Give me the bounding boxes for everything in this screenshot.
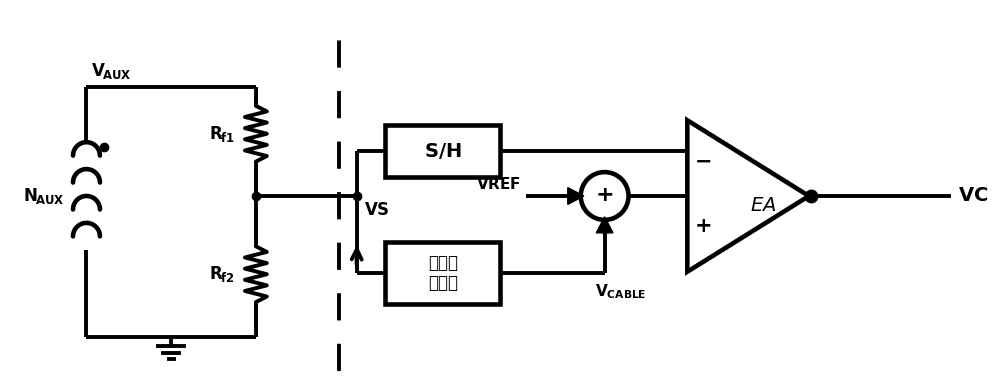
Text: $\mathbf{N}_{\!\mathbf{AUX}}$: $\mathbf{N}_{\!\mathbf{AUX}}$ bbox=[23, 186, 65, 206]
Text: $\mathit{EA}$: $\mathit{EA}$ bbox=[750, 197, 776, 215]
Text: $\mathbf{S/H}$: $\mathbf{S/H}$ bbox=[424, 141, 462, 161]
Polygon shape bbox=[596, 217, 613, 233]
Text: +: + bbox=[595, 185, 614, 205]
Text: $\mathbf{V}_{\!\mathbf{AUX}}$: $\mathbf{V}_{\!\mathbf{AUX}}$ bbox=[91, 62, 132, 82]
Bar bbox=[385, 125, 500, 177]
Polygon shape bbox=[568, 188, 584, 204]
Text: +: + bbox=[694, 216, 712, 236]
Text: $\mathbf{VS}$: $\mathbf{VS}$ bbox=[364, 202, 390, 219]
Text: $\mathbf{VREF}$: $\mathbf{VREF}$ bbox=[476, 176, 521, 192]
Text: $\mathbf{V}_{\mathbf{CABLE}}$: $\mathbf{V}_{\mathbf{CABLE}}$ bbox=[595, 283, 646, 301]
Text: −: − bbox=[695, 151, 712, 171]
Text: 偿模块: 偿模块 bbox=[428, 274, 458, 292]
Text: $\mathbf{R}_{\!\mathbf{f2}}$: $\mathbf{R}_{\!\mathbf{f2}}$ bbox=[209, 264, 234, 284]
Text: 线缆补: 线缆补 bbox=[428, 254, 458, 272]
Text: $\mathbf{R}_{\!\mathbf{f1}}$: $\mathbf{R}_{\!\mathbf{f1}}$ bbox=[209, 124, 234, 144]
Bar bbox=[385, 242, 500, 304]
Text: $\mathbf{VC}$: $\mathbf{VC}$ bbox=[958, 187, 989, 205]
